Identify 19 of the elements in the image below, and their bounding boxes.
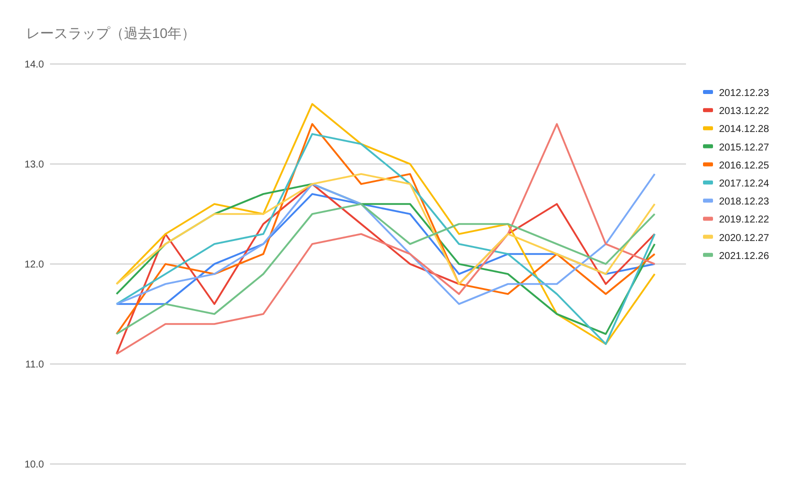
line-series [116, 193, 656, 305]
legend-label: 2012.12.23 [719, 88, 770, 99]
line-series [116, 173, 656, 285]
line-series [116, 173, 656, 305]
legend-label: 2020.12.27 [719, 232, 770, 244]
legend-label: 2014.12.28 [719, 124, 770, 136]
legend-label: 2018.12.23 [719, 196, 770, 208]
chart-title: レースラップ（過去10年） [26, 25, 196, 41]
legend-label: 2021.12.26 [719, 250, 770, 262]
y-tick-label: 13.0 [24, 160, 44, 170]
legend-label: 2019.12.22 [719, 214, 770, 226]
y-tick-label: 12.0 [24, 260, 44, 270]
y-tick-label: 14.0 [24, 60, 44, 70]
legend-label: 2016.12.25 [719, 160, 770, 172]
y-tick-label: 10.0 [24, 460, 44, 470]
y-tick-label: 11.0 [25, 360, 44, 370]
legend-label: 2017.12.24 [719, 178, 770, 190]
legend-label: 2015.12.27 [719, 142, 770, 154]
legend-label: 2013.12.22 [719, 106, 770, 118]
